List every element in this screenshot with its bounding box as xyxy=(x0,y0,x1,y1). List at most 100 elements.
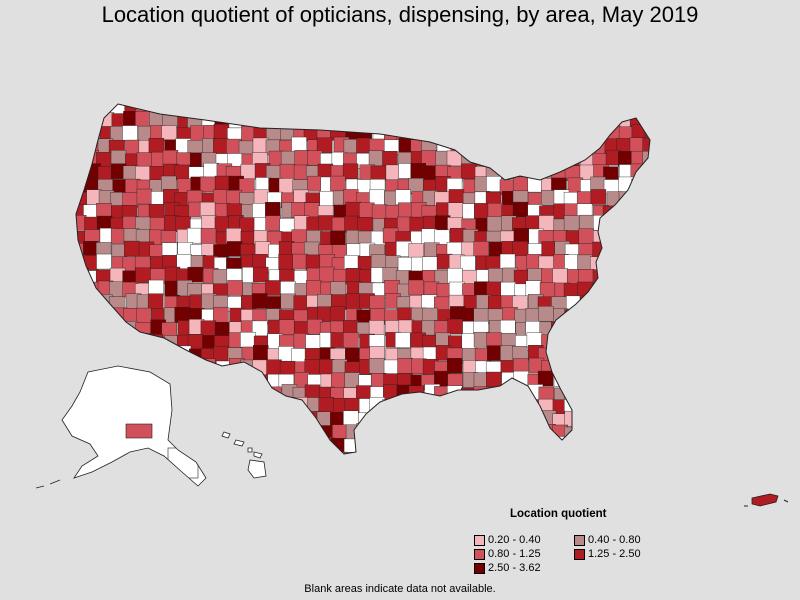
map-area xyxy=(239,374,256,390)
map-area xyxy=(253,345,269,361)
map-area xyxy=(514,152,530,168)
map-area xyxy=(616,373,633,389)
map-area xyxy=(476,150,492,167)
map-area xyxy=(292,253,309,270)
map-area xyxy=(474,104,490,114)
map-area xyxy=(76,126,89,143)
map-area xyxy=(488,410,504,426)
map-area xyxy=(552,111,568,128)
map-area xyxy=(643,295,650,311)
map-area xyxy=(591,425,608,441)
map-area xyxy=(512,201,529,218)
map-area xyxy=(134,347,151,363)
map-area xyxy=(96,253,112,270)
map-area xyxy=(619,439,635,454)
map-area xyxy=(398,104,415,117)
map-area xyxy=(279,163,296,180)
map-area xyxy=(410,163,426,179)
map-area xyxy=(410,125,426,141)
map-area xyxy=(411,113,427,129)
map-area xyxy=(486,387,502,403)
map-area xyxy=(345,424,362,440)
map-area xyxy=(304,359,320,375)
map-area xyxy=(227,112,243,129)
map-area xyxy=(372,411,388,428)
map-area xyxy=(306,150,323,166)
map-area xyxy=(527,137,544,154)
map-area xyxy=(538,215,555,231)
map-area xyxy=(631,178,647,195)
map-area xyxy=(644,448,650,454)
map-area xyxy=(642,358,650,374)
map-area xyxy=(135,307,152,324)
legend-item-0-80-1-25: 0.80 - 1.25 xyxy=(474,548,541,560)
map-area xyxy=(213,189,229,205)
map-area xyxy=(644,124,650,140)
map-area xyxy=(135,267,151,284)
map-area xyxy=(448,281,465,298)
map-area xyxy=(460,397,476,413)
map-area xyxy=(486,281,502,298)
map-area xyxy=(512,125,528,141)
map-area xyxy=(617,412,633,428)
map-area xyxy=(317,450,333,454)
map-area xyxy=(630,283,647,300)
map-area xyxy=(499,413,515,429)
map-area xyxy=(109,322,125,338)
map-area xyxy=(565,372,581,389)
map-area xyxy=(329,306,346,322)
map-area xyxy=(410,438,427,454)
map-area xyxy=(279,360,296,377)
map-area xyxy=(394,451,411,454)
map-area xyxy=(174,399,191,415)
map-area xyxy=(577,319,594,335)
map-area xyxy=(226,384,242,400)
footnote: Blank areas indicate data not available. xyxy=(304,583,496,595)
map-area xyxy=(99,319,115,335)
map-area xyxy=(318,215,334,231)
map-area xyxy=(566,140,583,156)
map-area xyxy=(459,104,476,115)
map-area xyxy=(603,398,619,415)
map-area xyxy=(593,386,609,403)
map-area xyxy=(565,111,582,128)
map-area xyxy=(593,399,610,415)
hawaii-map xyxy=(221,431,267,479)
map-area xyxy=(215,410,231,427)
map-area xyxy=(422,256,438,273)
map-area xyxy=(618,449,635,454)
map-area xyxy=(593,114,609,130)
map-area xyxy=(603,436,619,452)
map-area xyxy=(643,166,650,182)
map-area xyxy=(110,150,127,166)
map-area xyxy=(397,412,413,428)
map-area xyxy=(266,124,282,141)
map-area xyxy=(592,374,608,390)
map-area xyxy=(408,178,424,194)
map-area xyxy=(552,335,568,351)
map-area xyxy=(487,268,504,284)
map-area xyxy=(84,348,101,364)
map-area xyxy=(605,451,621,454)
map-area xyxy=(305,280,322,296)
map-area xyxy=(515,423,531,439)
map-area xyxy=(330,230,346,247)
map-area xyxy=(212,269,229,285)
map-area xyxy=(213,396,229,413)
legend-label: 2.50 - 3.62 xyxy=(488,562,541,574)
map-area xyxy=(486,438,502,454)
map-area xyxy=(333,113,350,129)
map-area xyxy=(500,281,516,298)
map-area xyxy=(462,450,479,454)
map-area xyxy=(631,229,647,245)
map-area xyxy=(486,399,502,415)
map-area xyxy=(251,384,268,401)
map-area xyxy=(553,125,569,141)
map-area xyxy=(591,104,608,114)
map-area xyxy=(448,400,465,416)
map-area xyxy=(280,113,296,129)
map-area xyxy=(512,112,529,128)
map-area xyxy=(463,423,479,439)
map-area xyxy=(501,384,517,400)
map-area xyxy=(473,436,489,453)
